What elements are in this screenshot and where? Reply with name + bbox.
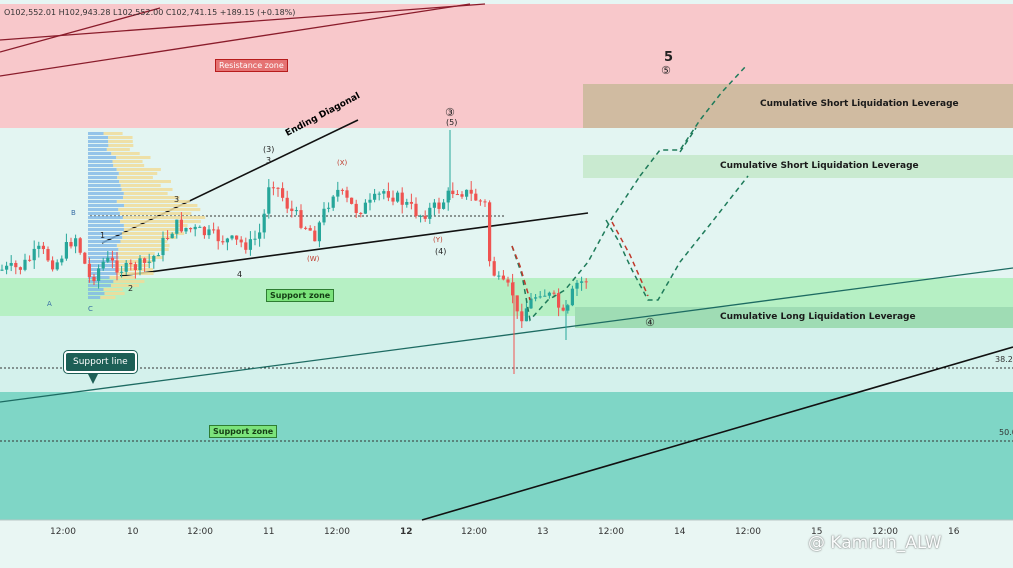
fib-50-label: 50.0	[999, 428, 1013, 437]
time-tick: 12:00	[872, 527, 898, 537]
wave-label-circle-3: ③	[445, 106, 455, 119]
wave-label-c: C	[88, 305, 93, 313]
ohlc-open: O102,552.01	[4, 8, 57, 17]
wave-label-1: 1	[100, 231, 106, 240]
wave-label-b: B	[71, 209, 76, 217]
ohlc-readout: O102,552.01 H102,943.28 L102,552.00 C102…	[4, 8, 295, 17]
time-tick: 12:00	[598, 527, 624, 537]
lower-support-zone-band	[0, 392, 1013, 520]
ending-diagonal-lower	[119, 212, 589, 277]
wave-label-3b: 3	[266, 156, 272, 165]
short-liquidation-box-top	[583, 84, 1013, 128]
short-liquidation-label-top: Cumulative Short Liquidation Leverage	[760, 99, 959, 109]
wave-label-2: 2	[128, 284, 134, 293]
ohlc-high: H102,943.28	[58, 8, 111, 17]
wave-label-x: (X)	[337, 159, 348, 167]
time-tick: 12:00	[324, 527, 350, 537]
wave-label-p3: (3)	[263, 145, 275, 154]
time-tick: 13	[537, 527, 549, 537]
wave-label-circle-5: ⑤	[661, 64, 671, 77]
wave-label-y: (Y)	[433, 236, 443, 244]
resistance-zone-label: Resistance zone	[215, 59, 288, 72]
support-zone-label-upper: Support zone	[266, 289, 335, 302]
ohlc-change: +189.15 (+0.18%)	[219, 8, 296, 17]
wave-label-circle-4: ④	[645, 316, 655, 329]
ohlc-close: C102,741.15	[165, 8, 218, 17]
time-tick: 14	[674, 527, 686, 537]
support-line-callout: Support line	[64, 351, 137, 373]
wave-label-w: (W)	[307, 255, 320, 263]
time-tick: 16	[948, 527, 960, 537]
wave-label-3: 3	[174, 195, 180, 204]
ohlc-low: L102,552.00	[113, 8, 164, 17]
wave-label-p4: (4)	[435, 247, 447, 256]
time-tick: 12:00	[461, 527, 487, 537]
short-liquidation-box-middle	[583, 155, 1013, 178]
short-liquidation-label-middle: Cumulative Short Liquidation Leverage	[720, 161, 919, 171]
candlestick-series	[0, 130, 588, 374]
support-zone-label-lower: Support zone	[209, 425, 278, 438]
long-liquidation-label: Cumulative Long Liquidation Leverage	[720, 312, 916, 322]
wave-label-p5: (5)	[446, 118, 458, 127]
support-line[interactable]	[0, 267, 1013, 403]
time-tick: 12:00	[50, 527, 76, 537]
fib-382-label: 38.20	[995, 355, 1013, 364]
time-tick: 12:00	[187, 527, 213, 537]
long-liquidation-box	[575, 307, 1013, 328]
volume-profile	[88, 132, 206, 299]
time-tick: 12	[400, 527, 413, 537]
wave-label-a: A	[47, 300, 52, 308]
time-tick: 11	[263, 527, 275, 537]
wave-label-4: 4	[237, 270, 243, 279]
wave-label-big-5: 5	[664, 50, 674, 65]
time-tick: 12:00	[735, 527, 761, 537]
watermark: @ Kamrun_ALW	[808, 533, 942, 553]
time-tick: 10	[127, 527, 139, 537]
time-tick: 15	[811, 527, 823, 537]
